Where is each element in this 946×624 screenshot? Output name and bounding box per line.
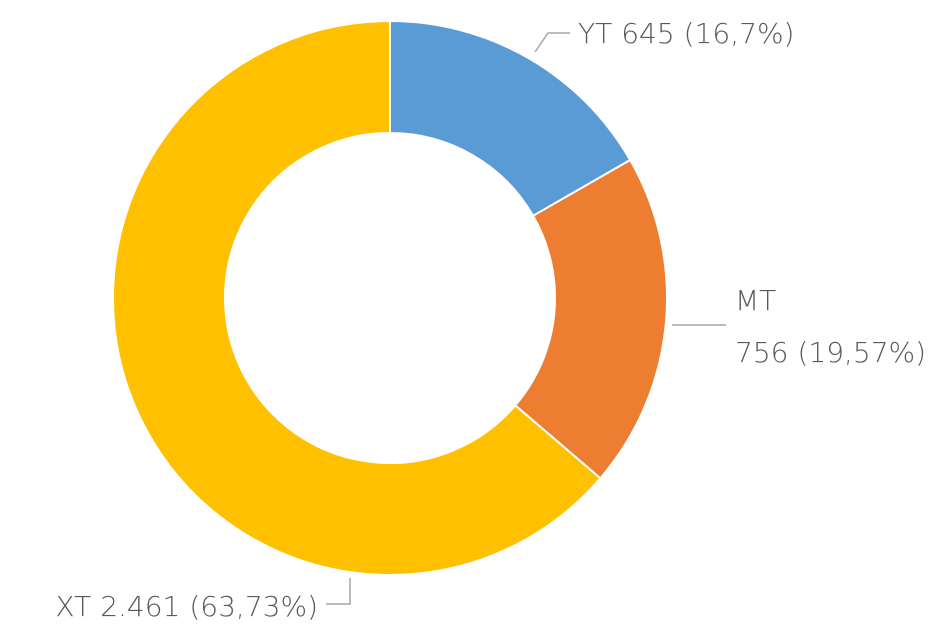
data-label-part: 756 xyxy=(735,336,788,369)
data-label: XT 2.461 (63,73%) xyxy=(55,590,318,623)
data-label-part: (63,73%) xyxy=(189,590,318,623)
data-label-part: MT xyxy=(735,284,776,317)
data-label-part: 645 xyxy=(621,17,674,50)
data-label-part: (16,7%) xyxy=(684,17,795,50)
data-label-part: 2.461 xyxy=(100,590,180,623)
data-label-part: (19,57%) xyxy=(797,336,926,369)
donut-slice xyxy=(112,19,602,576)
donut-slice xyxy=(513,158,668,480)
leader-line xyxy=(326,578,351,605)
data-label-part: YT xyxy=(578,17,612,50)
data-label: YT 645 (16,7%) xyxy=(578,17,794,50)
data-label: 756 (19,57%) xyxy=(735,336,926,369)
data-label: MT xyxy=(735,284,776,317)
data-label-part: XT xyxy=(55,590,91,623)
leader-line xyxy=(534,32,570,53)
